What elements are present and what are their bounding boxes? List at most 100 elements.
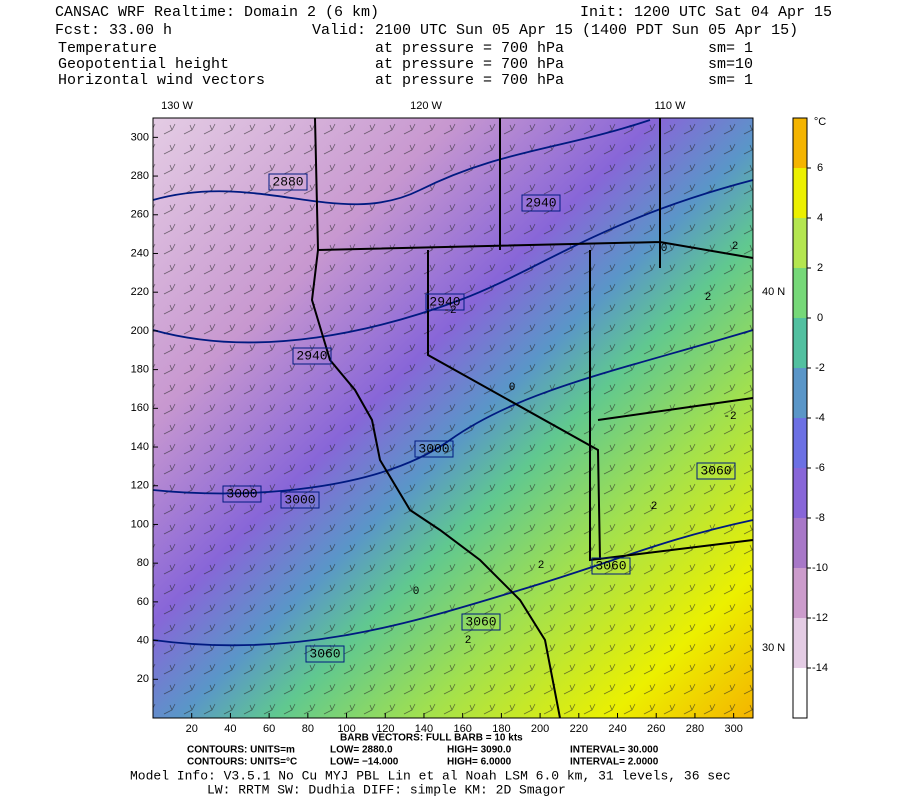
height-label-box — [292, 347, 332, 365]
x-tick-label: 160 — [453, 723, 471, 735]
height-label-box — [280, 491, 320, 509]
height-label: 3060 — [465, 614, 496, 629]
y-tick-label: 100 — [131, 518, 149, 530]
x-tick-label: 200 — [531, 723, 549, 735]
colorbar-band — [793, 468, 807, 518]
temperature-label: 2 — [651, 501, 658, 513]
x-tick-label: 120 — [376, 723, 394, 735]
height-label: 3000 — [284, 492, 315, 507]
valid-time: Valid: 2100 UTC Sun 05 Apr 15 (1400 PDT … — [312, 22, 798, 39]
height-contour — [152, 329, 754, 495]
y-tick-label: 40 — [137, 634, 149, 646]
y-tick-label: 280 — [131, 170, 149, 182]
state-border — [317, 118, 754, 562]
colorbar-tick-label: -6 — [815, 462, 825, 474]
colorbar-tick-label: -4 — [815, 412, 825, 424]
temperature-label: 0 — [413, 586, 420, 598]
height-label-box — [591, 557, 631, 575]
x-tick-label: 280 — [686, 723, 704, 735]
height-label-box — [425, 293, 465, 311]
field-level: at pressure = 700 hPa — [375, 72, 564, 89]
forecast-hour: Fcst: 33.00 h — [55, 22, 172, 39]
colorbar-tick-label: 6 — [817, 162, 823, 174]
height-label-box — [696, 462, 736, 480]
latitude-label: 30 N — [762, 642, 785, 654]
y-tick-label: 200 — [131, 325, 149, 337]
height-label: 2940 — [525, 195, 556, 210]
x-tick-label: 80 — [302, 723, 314, 735]
height-label: 2940 — [429, 294, 460, 309]
contour-info: LOW= −14.000 — [330, 757, 399, 768]
colorbar-band — [793, 618, 807, 668]
x-tick-label: 180 — [492, 723, 510, 735]
contour-info: HIGH= 3090.0 — [447, 745, 512, 756]
header: CANSAC WRF Realtime: Domain 2 (6 km) Ini… — [55, 4, 832, 39]
colorbar-band — [793, 368, 807, 418]
barb-legend: BARB VECTORS: FULL BARB = 10 kts — [340, 733, 523, 744]
height-label: 3060 — [309, 646, 340, 661]
temperature-label: 0 — [661, 243, 668, 255]
latitude-label: 40 N — [762, 286, 785, 298]
model-info: Model Info: V3.5.1 No Cu MYJ PBL Lin et … — [130, 768, 731, 783]
map-frame — [152, 117, 754, 719]
height-contour — [152, 119, 651, 206]
x-tick-label: 20 — [186, 723, 198, 735]
y-tick-label: 300 — [131, 131, 149, 143]
init-time: Init: 1200 UTC Sat 04 Apr 15 — [580, 4, 832, 21]
height-label-box — [414, 440, 454, 458]
title: CANSAC WRF Realtime: Domain 2 (6 km) — [55, 4, 379, 21]
height-label: 2940 — [296, 348, 327, 363]
colorbar-band — [793, 268, 807, 318]
height-label-box — [268, 173, 308, 191]
y-tick-label: 60 — [137, 596, 149, 608]
field-name: Geopotential height — [58, 56, 229, 73]
y-tick-label: 20 — [137, 673, 149, 685]
colorbar-tick-label: -10 — [812, 562, 828, 574]
x-tick-label: 40 — [224, 723, 236, 735]
colorbar-tick-label: -14 — [812, 662, 828, 674]
x-tick-label: 300 — [724, 723, 742, 735]
temperature-label: 2 — [732, 241, 739, 253]
height-contour — [152, 519, 754, 647]
longitude-label: 110 W — [655, 100, 687, 112]
height-label: 2880 — [272, 174, 303, 189]
model-info: LW: RRTM SW: Dudhia DIFF: simple KM: 2D … — [207, 782, 566, 797]
colorbar-tick-label: -2 — [815, 362, 825, 374]
y-tick-label: 140 — [131, 441, 149, 453]
longitude-label: 130 W — [161, 100, 193, 112]
longitude-label: 120 W — [410, 100, 442, 112]
contour-info: INTERVAL= 2.0000 — [570, 757, 659, 768]
colorbar-band — [793, 118, 807, 168]
x-tick-label: 100 — [337, 723, 355, 735]
colorbar-unit: °C — [814, 116, 826, 128]
x-tick-label: 140 — [415, 723, 433, 735]
contour-info: LOW= 2880.0 — [330, 745, 393, 756]
field-level: at pressure = 700 hPa — [375, 56, 564, 73]
temperature-label: 0 — [509, 382, 516, 394]
height-contour — [152, 179, 754, 344]
height-label: 3060 — [700, 463, 731, 478]
x-tick-label: 260 — [647, 723, 665, 735]
colorbar-band — [793, 418, 807, 468]
field-level: at pressure = 700 hPa — [375, 40, 564, 57]
colorbar-tick-label: 2 — [817, 262, 823, 274]
contour-info: INTERVAL= 30.000 — [570, 745, 659, 756]
temperature-label: 2 — [705, 292, 712, 304]
temperature-label: 2 — [465, 635, 472, 647]
field-name: Temperature — [58, 40, 157, 57]
height-label-box — [222, 485, 262, 503]
colorbar-tick-label: 0 — [817, 312, 823, 324]
y-tick-label: 120 — [131, 480, 149, 492]
colorbar-band — [793, 518, 807, 568]
temperature-label: -2 — [443, 305, 456, 317]
x-tick-label: 220 — [570, 723, 588, 735]
temperature-label: 2 — [538, 560, 545, 572]
y-tick-label: 240 — [131, 247, 149, 259]
colorbar-tick-label: -8 — [815, 512, 825, 524]
contour-info: CONTOURS: UNITS=m — [187, 745, 295, 756]
temperature-label: -2 — [723, 411, 736, 423]
coastline — [310, 117, 561, 719]
y-tick-label: 180 — [131, 364, 149, 376]
y-tick-label: 80 — [137, 557, 149, 569]
